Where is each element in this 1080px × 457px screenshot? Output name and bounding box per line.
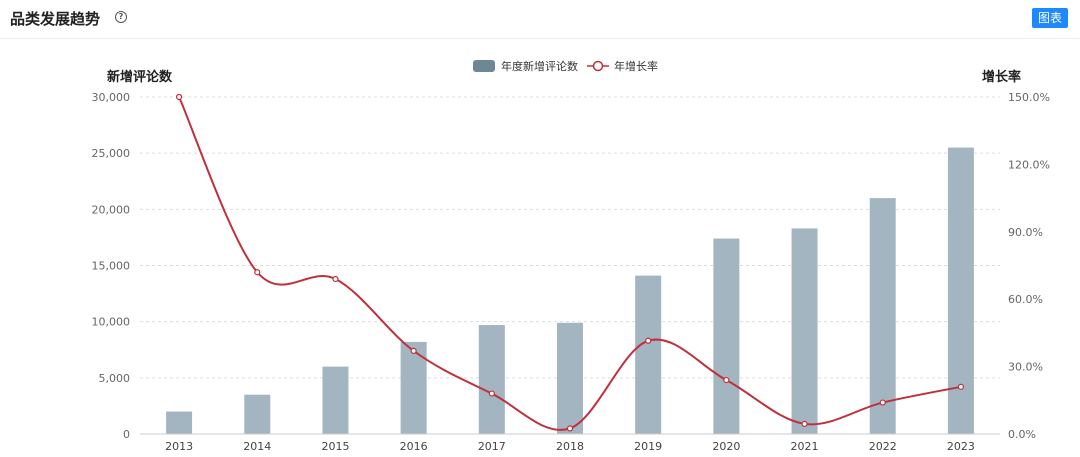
bar [322,366,349,434]
bar [635,275,662,434]
bar [713,238,740,434]
legend-line-label: 年增长率 [614,59,658,73]
x-tick-label: 2013 [165,440,193,453]
growth-point [879,399,886,406]
growth-point [957,383,965,390]
legend-line-marker [592,60,604,72]
y-tick-label: 15,000 [92,260,131,273]
page-title: 品类发展趋势 [10,10,101,28]
y-tick-label: 25,000 [92,147,131,160]
growth-point [488,390,495,397]
gridlines [140,96,1000,379]
y2-axis-title: 增长率 [982,69,1021,85]
growth-point [175,93,183,101]
y2-tick-label: 0.0% [1008,428,1036,441]
x-tick-label: 2023 [947,440,975,453]
bar [557,322,583,434]
growth-line-series [175,93,965,432]
y2-tick-label: 90.0% [1008,226,1043,239]
y-axis-title: 新增评论数 [107,69,173,85]
x-tick-label: 2021 [791,440,819,453]
y2-tick-label: 120.0% [1008,158,1050,171]
y2-tick-label: 60.0% [1008,293,1043,306]
growth-line [178,96,962,431]
legend-bar-swatch [473,60,495,72]
bar [869,198,896,434]
bar [400,341,427,434]
legend-bar-label: 年度新增评论数 [501,59,578,73]
growth-point [254,269,261,276]
bar [166,411,193,434]
growth-point [801,420,808,427]
bar [791,228,818,434]
y-tick-label: 5,000 [99,372,131,385]
bar-series [166,147,974,435]
y-tick-label: 30,000 [92,91,131,104]
chart-header: 品类发展趋势 ? 图表 [0,0,1080,39]
y-tick-label: 0 [123,428,130,441]
x-tick-label: 2019 [634,440,662,453]
y-tick-label: 10,000 [92,316,131,329]
x-tick-label: 2020 [712,440,740,453]
growth-point [645,337,652,344]
growth-point [410,347,417,354]
y-tick-label: 20,000 [92,203,131,216]
x-tick-label: 2022 [869,440,897,453]
x-tick-label: 2014 [243,440,271,453]
bar [947,147,974,435]
axes: 0 5,000 10,000 15,000 20,000 25,000 30,000 0.0%… [92,91,1050,453]
y2-tick-label: 30.0% [1008,361,1043,374]
x-tick-label: 2016 [400,440,428,453]
help-icon[interactable]: ? [115,11,127,23]
growth-point [332,275,339,283]
growth-point [723,376,730,384]
y2-tick-label: 150.0% [1008,91,1050,104]
chart-view-button[interactable]: 图表 [1031,8,1068,28]
x-tick-label: 2015 [321,440,349,453]
x-tick-label: 2018 [556,440,584,453]
legend: 年度新增评论数 年增长率 [473,59,658,73]
bar [244,394,271,434]
growth-point [566,425,574,432]
x-tick-label: 2017 [478,440,506,453]
bar [478,325,505,434]
